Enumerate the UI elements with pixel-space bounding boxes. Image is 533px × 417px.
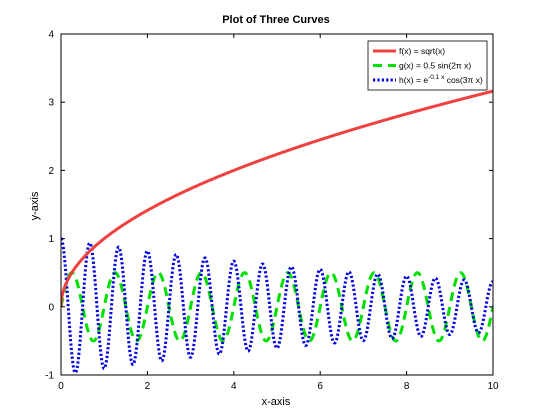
legend-entry-text: h(x) = e xyxy=(399,75,428,85)
x-axis-label: x-axis xyxy=(262,396,291,408)
x-tick-label: 6 xyxy=(317,381,323,392)
x-tick-label: 2 xyxy=(145,381,151,392)
x-tick-label: 8 xyxy=(404,381,410,392)
plot-area xyxy=(61,34,493,375)
legend-entry-3: h(x) = e-0.1 x cos(3π x) xyxy=(399,74,483,85)
y-axis-label: y-axis xyxy=(29,191,41,220)
legend-box xyxy=(367,40,488,91)
axes-box xyxy=(60,33,494,376)
x-tick-label: 0 xyxy=(58,381,64,392)
series-line-3 xyxy=(61,237,493,375)
ticks-layer: 0 2 4 6 8 10 -1 0 1 2 3 4 xyxy=(45,30,499,393)
y-tick-label: 4 xyxy=(48,30,54,41)
legend-entry-text: f(x) = sqrt(x) xyxy=(399,46,445,56)
series-line-1 xyxy=(61,89,493,307)
legend-entry-text: g(x) = 0.5 sin(2π x) xyxy=(399,61,471,71)
y-tick-label: -1 xyxy=(45,371,54,382)
legend-entry-2: g(x) = 0.5 sin(2π x) xyxy=(399,61,471,71)
legend-entry-1: f(x) = sqrt(x) xyxy=(399,46,445,56)
x-tick-label: 4 xyxy=(231,381,237,392)
legend: f(x) = sqrt(x) g(x) = 0.5 sin(2π x) h(x) =… xyxy=(367,40,488,91)
y-tick-label: 1 xyxy=(48,234,54,245)
y-tick-label: 3 xyxy=(48,98,54,109)
y-tick-label: 0 xyxy=(48,302,54,313)
plot-background xyxy=(61,34,493,375)
axes-layer xyxy=(60,33,494,376)
curves-layer xyxy=(61,89,493,375)
y-tick-label: 2 xyxy=(48,166,54,177)
legend-entry-suffix: cos(3π x) xyxy=(444,75,483,85)
chart-title: Plot of Three Curves xyxy=(222,14,330,26)
x-tick-label: 10 xyxy=(487,381,499,392)
legend-entry-superscript: -0.1 x xyxy=(428,74,445,81)
